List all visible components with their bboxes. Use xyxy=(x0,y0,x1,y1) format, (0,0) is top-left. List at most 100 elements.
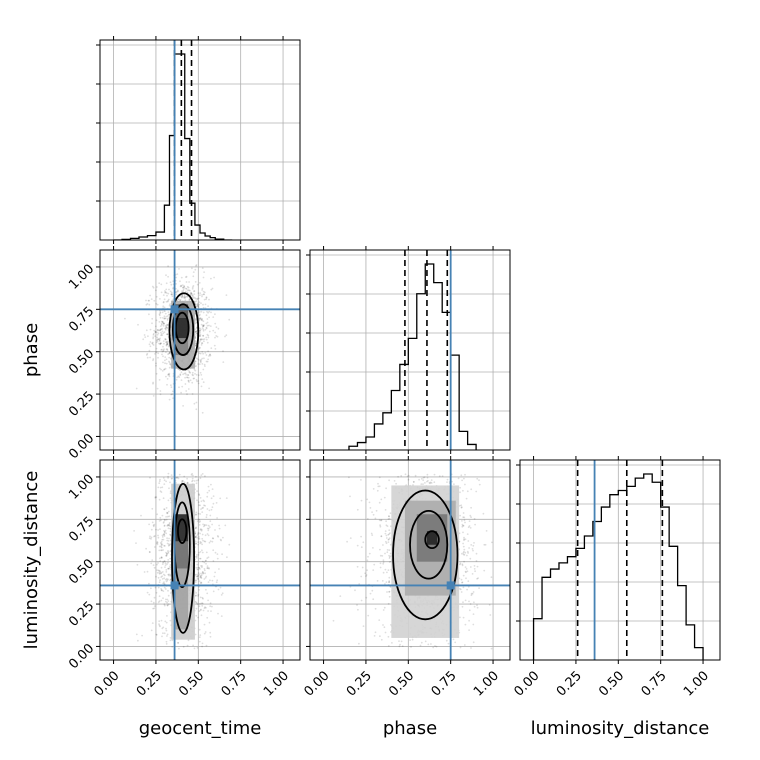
scatter-point xyxy=(202,334,205,337)
scatter-point xyxy=(225,294,228,296)
y-axis-label-phase: phase xyxy=(21,323,42,377)
panel-background xyxy=(310,250,510,450)
scatter-point xyxy=(199,294,201,297)
scatter-point xyxy=(156,333,159,336)
scatter-point xyxy=(144,336,147,338)
scatter-point xyxy=(201,549,203,552)
scatter-point xyxy=(158,379,161,381)
scatter-point xyxy=(162,321,164,323)
scatter-point xyxy=(378,485,381,488)
scatter-point xyxy=(462,552,465,554)
scatter-point xyxy=(161,514,164,517)
scatter-point xyxy=(466,490,469,493)
scatter-point xyxy=(158,314,161,317)
x-tick-label: 0.00 xyxy=(512,668,543,699)
scatter-point xyxy=(182,373,185,376)
scatter-point xyxy=(473,601,475,604)
scatter-point xyxy=(222,536,224,539)
scatter-point xyxy=(159,560,162,563)
scatter-point xyxy=(220,615,223,617)
scatter-point xyxy=(378,619,381,621)
scatter-point xyxy=(198,319,201,322)
scatter-point xyxy=(201,342,204,344)
scatter-point xyxy=(204,572,207,575)
scatter-point xyxy=(197,554,200,556)
scatter-point xyxy=(206,592,209,595)
scatter-point xyxy=(165,518,168,521)
scatter-point xyxy=(160,291,163,294)
scatter-point xyxy=(225,334,228,337)
scatter-point xyxy=(166,378,169,380)
scatter-point xyxy=(198,494,201,496)
scatter-point xyxy=(376,580,379,582)
scatter-point xyxy=(414,474,417,477)
scatter-point xyxy=(201,289,204,291)
scatter-point xyxy=(199,330,202,332)
scatter-point xyxy=(197,292,200,294)
scatter-point xyxy=(478,483,481,486)
scatter-point xyxy=(164,327,167,330)
scatter-point xyxy=(162,538,165,541)
scatter-point xyxy=(198,589,201,591)
scatter-point xyxy=(158,480,161,483)
scatter-point xyxy=(160,619,163,622)
scatter-point xyxy=(168,288,170,291)
scatter-point xyxy=(202,328,205,331)
scatter-point xyxy=(167,550,169,552)
scatter-point xyxy=(157,576,160,579)
scatter-point xyxy=(165,315,168,318)
scatter-point xyxy=(148,582,150,585)
scatter-point xyxy=(463,550,465,553)
scatter-point xyxy=(459,588,462,591)
scatter-point xyxy=(164,338,167,341)
scatter-point xyxy=(191,286,194,289)
scatter-point xyxy=(163,298,166,301)
scatter-point xyxy=(358,642,360,645)
scatter-point xyxy=(157,338,160,340)
scatter-point xyxy=(203,363,206,366)
scatter-point xyxy=(158,313,161,316)
scatter-point xyxy=(382,571,385,574)
scatter-point xyxy=(152,607,155,610)
scatter-point xyxy=(154,496,157,499)
scatter-point xyxy=(464,623,467,626)
scatter-point xyxy=(198,301,201,303)
scatter-point xyxy=(191,381,194,384)
scatter-point xyxy=(209,605,212,608)
scatter-point xyxy=(155,633,158,636)
scatter-point xyxy=(166,601,169,604)
scatter-point xyxy=(203,523,206,526)
scatter-point xyxy=(462,512,465,514)
scatter-point xyxy=(458,504,461,507)
scatter-point xyxy=(167,477,170,479)
scatter-point xyxy=(199,568,201,570)
scatter-point xyxy=(217,327,220,330)
scatter-point xyxy=(202,572,204,575)
scatter-point xyxy=(158,557,161,560)
scatter-point xyxy=(171,293,174,295)
scatter-point xyxy=(162,497,165,500)
scatter-point xyxy=(160,333,163,335)
scatter-point xyxy=(166,315,169,317)
scatter-point xyxy=(220,539,223,542)
scatter-point xyxy=(187,374,190,376)
scatter-point xyxy=(162,301,165,303)
scatter-point xyxy=(161,543,164,546)
scatter-point xyxy=(170,293,173,296)
scatter-point xyxy=(388,538,390,541)
scatter-point xyxy=(157,486,160,489)
scatter-point xyxy=(202,325,204,328)
scatter-point xyxy=(163,317,166,320)
scatter-point xyxy=(165,282,168,285)
scatter-point xyxy=(211,523,214,526)
scatter-point xyxy=(162,294,165,296)
scatter-point xyxy=(219,497,222,500)
scatter-point xyxy=(166,552,168,555)
scatter-point xyxy=(459,491,461,494)
scatter-point xyxy=(197,518,200,521)
scatter-point xyxy=(186,393,188,396)
scatter-point xyxy=(168,543,170,545)
scatter-point xyxy=(190,474,193,476)
scatter-point xyxy=(183,295,186,298)
scatter-point xyxy=(476,565,479,568)
